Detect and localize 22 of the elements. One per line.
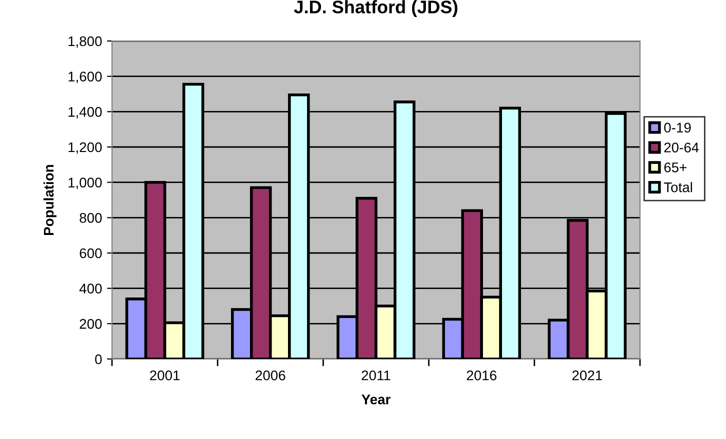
legend-label: 65+: [664, 162, 686, 172]
y-tick-label: 0: [95, 354, 102, 364]
y-tick-label: 1,200: [68, 142, 102, 154]
legend-label: Total: [664, 182, 692, 192]
x-tick-label: 2016: [466, 370, 496, 380]
chart-title: J.D. Shatford (JDS): [294, 0, 458, 17]
x-axis-title: Year: [362, 394, 390, 404]
x-tick-label: 2011: [362, 370, 390, 380]
y-tick-label: 1,800: [68, 36, 102, 48]
y-tick-label: 400: [79, 284, 102, 294]
x-tick-label: 2021: [572, 370, 602, 380]
x-tick-label: 2001: [150, 370, 180, 380]
y-tick-label: 800: [80, 213, 102, 223]
x-tick-label: 2006: [256, 370, 286, 380]
legend-label: 0-19: [664, 122, 691, 133]
y-tick-label: 1,000: [68, 178, 102, 190]
y-tick-label: 1,400: [68, 107, 102, 118]
y-axis-title: Population: [43, 164, 56, 235]
legend-label: 20-64: [664, 142, 699, 152]
y-tick-label: 200: [80, 319, 102, 329]
y-tick-label: 1,600: [68, 72, 102, 84]
y-tick-label: 600: [80, 248, 102, 258]
